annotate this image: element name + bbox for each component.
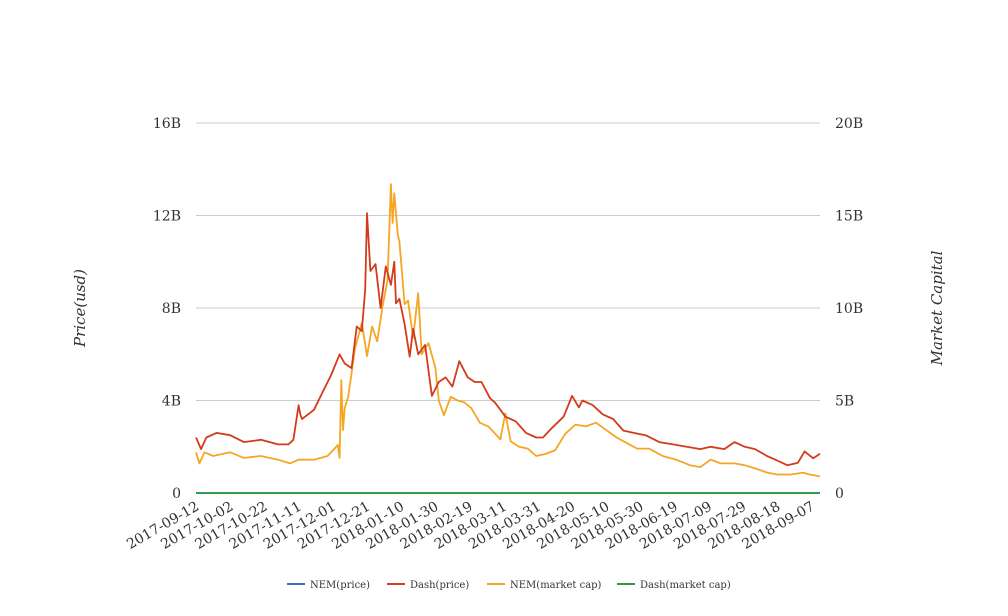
y-tick-label: 12B <box>153 209 181 225</box>
legend-label: NEM(market cap) <box>510 580 602 591</box>
series-line-nem-market-cap <box>195 183 821 478</box>
grid <box>196 122 820 494</box>
legend-label: Dash(market cap) <box>640 580 731 591</box>
y-tick-label: 4B <box>162 394 181 410</box>
x-axis: 2017-09-122017-10-022017-10-222017-11-11… <box>124 499 817 553</box>
legend: NEM(price) Dash(price) NEM(market cap) Dash… <box>287 580 731 591</box>
legend-label: Dash(price) <box>410 580 469 591</box>
y-tick-label: 16B <box>153 116 181 132</box>
legend-label: NEM(price) <box>310 580 370 591</box>
series-lines <box>195 183 821 494</box>
y2-tick-label: 0 <box>835 486 844 502</box>
series-line-dash-price <box>195 212 821 467</box>
y2-tick-label: 15B <box>835 209 863 225</box>
y-tick-label: 0 <box>172 486 181 502</box>
y-tick-label: 8B <box>162 301 181 317</box>
right-y-axis: 0 5B 10B 15B 20B <box>835 116 863 502</box>
y2-tick-label: 5B <box>835 394 854 410</box>
y2-tick-label: 20B <box>835 116 863 132</box>
y2-tick-label: 10B <box>835 301 863 317</box>
y2-axis-title: Market Capital <box>928 250 946 366</box>
y-axis-title: Price(usd) <box>71 269 89 348</box>
left-y-axis: 0 4B 8B 12B 16B <box>153 116 181 502</box>
